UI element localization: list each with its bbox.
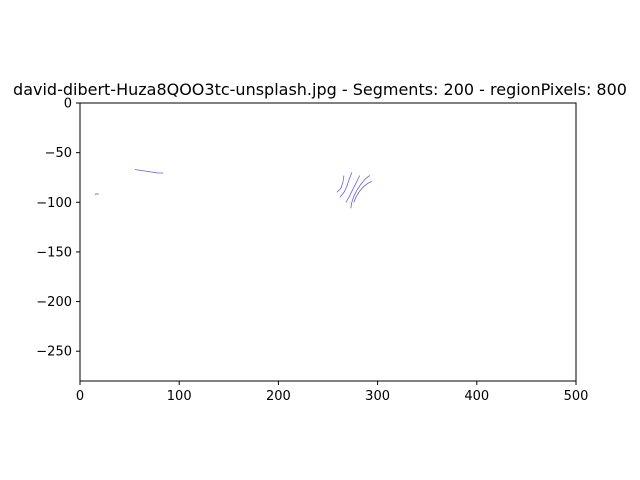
y-tick-label: −250	[36, 345, 72, 360]
x-tick-label: 0	[76, 389, 84, 404]
y-tick-label: −200	[36, 295, 72, 310]
segment-line	[134, 169, 164, 174]
segment-line	[94, 193, 99, 195]
segment-line	[339, 172, 353, 198]
x-axis: 0 100 200 300 400 500	[76, 381, 589, 404]
segment-lines	[94, 169, 372, 209]
segment-line	[350, 175, 370, 209]
segment-line	[345, 175, 361, 203]
chart-title: david-dibert-Huza8QOO3tc-unsplash.jpg - …	[13, 80, 627, 99]
segment-line	[336, 175, 345, 193]
y-axis: 0 −50 −100 −150 −200 −250	[36, 97, 80, 360]
segment-line	[353, 181, 372, 203]
axes-frame	[79, 102, 577, 382]
y-tick-label: −50	[45, 146, 72, 161]
x-tick-label: 400	[464, 389, 489, 404]
x-tick-label: 100	[167, 389, 192, 404]
x-tick-label: 300	[365, 389, 390, 404]
y-tick-label: −150	[36, 245, 72, 260]
x-tick-label: 200	[266, 389, 291, 404]
y-tick-label: −100	[36, 196, 72, 211]
y-tick-label: 0	[64, 97, 72, 112]
x-tick-label: 500	[564, 389, 589, 404]
